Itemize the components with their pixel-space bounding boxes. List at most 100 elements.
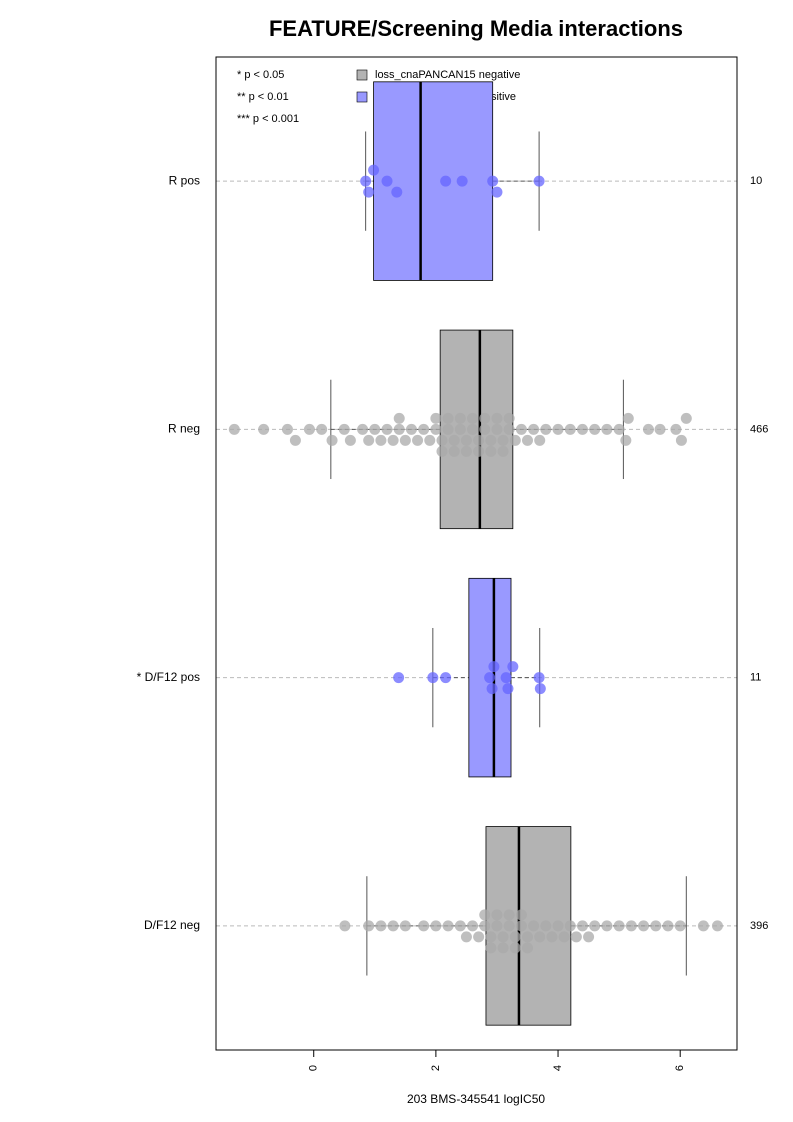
data-point <box>467 920 479 932</box>
data-point <box>503 412 515 424</box>
data-point <box>613 423 625 435</box>
data-point <box>564 423 576 435</box>
plot-frame <box>215 56 738 1051</box>
data-point <box>258 423 270 435</box>
data-point <box>625 920 637 932</box>
data-point <box>601 423 613 435</box>
data-point <box>515 909 527 921</box>
data-point <box>509 434 521 446</box>
data-point <box>697 920 709 932</box>
data-point <box>675 434 687 446</box>
data-point <box>456 175 468 187</box>
data-point <box>339 920 351 932</box>
data-point <box>289 434 301 446</box>
data-point <box>440 175 452 187</box>
data-point <box>620 434 632 446</box>
data-point <box>479 423 491 435</box>
data-point <box>507 661 519 673</box>
count-label: 396 <box>750 920 768 932</box>
data-point <box>460 434 472 446</box>
data-point <box>540 920 552 932</box>
data-point <box>363 186 375 198</box>
data-point <box>533 672 545 684</box>
data-point <box>393 423 405 435</box>
data-point <box>540 423 552 435</box>
data-point <box>534 683 546 695</box>
data-point <box>418 423 430 435</box>
data-point <box>405 423 417 435</box>
data-point <box>528 920 540 932</box>
data-point <box>326 434 338 446</box>
data-point <box>534 434 546 446</box>
data-point <box>368 164 380 176</box>
data-point <box>515 423 527 435</box>
significance-note: ** p < 0.01 <box>237 91 289 103</box>
data-point <box>497 434 509 446</box>
data-point <box>338 423 350 435</box>
data-point <box>360 175 372 187</box>
data-point <box>485 931 497 943</box>
data-point <box>576 920 588 932</box>
data-point <box>363 434 375 446</box>
data-point <box>375 434 387 446</box>
data-point <box>522 942 534 954</box>
data-point <box>503 423 515 435</box>
data-point <box>576 423 588 435</box>
data-point <box>522 931 534 943</box>
y-tick-label: * D/F12 pos <box>137 670 200 684</box>
data-point <box>488 661 500 673</box>
data-point <box>491 920 503 932</box>
x-tick-label: 4 <box>552 1065 564 1071</box>
count-label: 11 <box>750 672 761 684</box>
data-point <box>642 423 654 435</box>
data-point <box>487 175 499 187</box>
data-point <box>467 423 479 435</box>
data-point <box>424 434 436 446</box>
data-point <box>473 434 485 446</box>
count-label: 466 <box>750 423 768 435</box>
data-point <box>412 434 424 446</box>
data-point <box>391 186 403 198</box>
data-point <box>589 423 601 435</box>
data-point <box>454 920 466 932</box>
data-point <box>558 931 570 943</box>
data-point <box>430 423 442 435</box>
data-point <box>387 920 399 932</box>
data-point <box>467 412 479 424</box>
significance-note: *** p < 0.001 <box>237 113 299 125</box>
data-point <box>344 434 356 446</box>
data-point <box>601 920 613 932</box>
data-point <box>485 942 497 954</box>
x-tick-label: 6 <box>674 1065 686 1071</box>
data-point <box>427 672 439 684</box>
data-point <box>440 672 452 684</box>
data-point <box>491 412 503 424</box>
chart-title: FEATURE/Screening Media interactions <box>269 16 683 41</box>
data-point <box>316 423 328 435</box>
data-point <box>509 931 521 943</box>
data-point <box>533 175 545 187</box>
data-point <box>564 920 576 932</box>
data-point <box>473 445 485 457</box>
data-point <box>502 683 514 695</box>
data-point <box>399 920 411 932</box>
data-point <box>381 423 393 435</box>
data-point <box>485 434 497 446</box>
data-point <box>497 445 509 457</box>
data-point <box>654 423 666 435</box>
legend-swatch <box>356 69 368 81</box>
data-point <box>491 423 503 435</box>
data-point <box>484 672 496 684</box>
legend-label: loss_cnaPANCAN15 negative <box>375 69 520 81</box>
data-point <box>375 920 387 932</box>
y-tick-label: D/F12 neg <box>144 918 200 932</box>
data-point <box>680 412 692 424</box>
data-point <box>460 445 472 457</box>
data-point <box>303 423 315 435</box>
data-point <box>381 175 393 187</box>
data-point <box>418 920 430 932</box>
data-point <box>486 683 498 695</box>
data-point <box>522 434 534 446</box>
data-point <box>430 412 442 424</box>
